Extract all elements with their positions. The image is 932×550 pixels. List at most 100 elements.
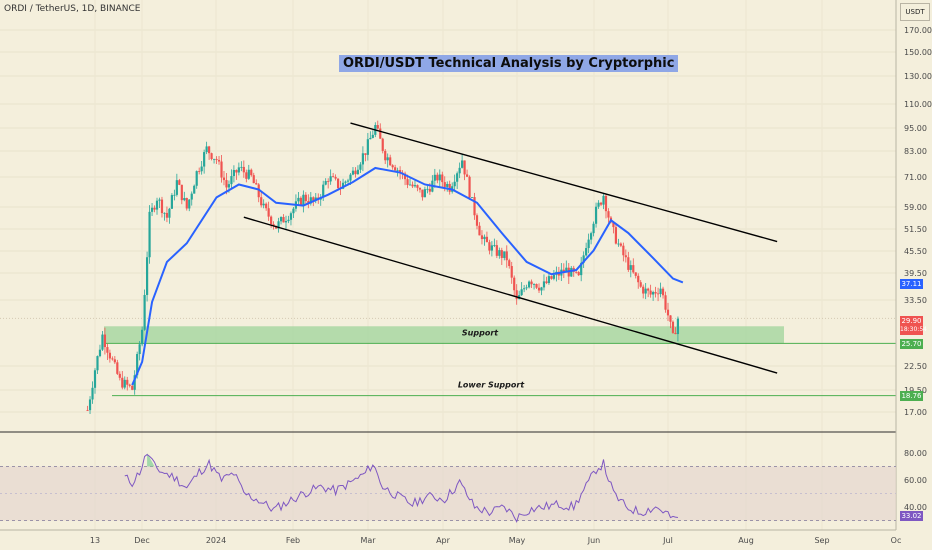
price-tick-label: 110.00	[904, 100, 932, 109]
candle	[165, 206, 169, 223]
candle-body	[676, 318, 680, 335]
candle-body	[545, 281, 548, 284]
candle-body	[252, 175, 255, 184]
candle	[490, 241, 493, 257]
candle-body	[175, 180, 178, 195]
candle-body	[250, 169, 253, 176]
candle	[590, 231, 593, 245]
candle-body	[227, 184, 231, 188]
candle-body	[570, 267, 573, 277]
candle	[647, 287, 650, 298]
candle-body	[527, 281, 531, 288]
candle-body	[619, 243, 622, 246]
price-tick-label: 150.00	[904, 48, 932, 57]
candle-body	[364, 153, 367, 155]
candle-body	[225, 180, 228, 188]
price-tick-label: 19.50	[904, 386, 927, 395]
candle	[138, 341, 141, 361]
candle-body	[148, 211, 151, 258]
candle-body	[346, 180, 350, 182]
rsi-axis[interactable]: 80.00 60.00 40.00	[904, 449, 927, 512]
candle-body	[463, 160, 466, 175]
candle	[599, 201, 603, 206]
candle-body	[652, 292, 655, 295]
candle-body	[580, 262, 583, 276]
candle-body	[98, 349, 102, 357]
candle-body	[145, 257, 149, 295]
lower-support-label: Lower Support	[458, 381, 525, 390]
rsi-tick-label: 60.00	[904, 476, 927, 485]
candle	[426, 185, 429, 194]
candle-body	[93, 370, 97, 388]
candle-body	[91, 387, 94, 400]
candle-body	[592, 223, 595, 234]
candle-body	[664, 295, 667, 310]
candle	[262, 199, 265, 209]
candle-body	[376, 125, 379, 129]
candle-body	[426, 188, 429, 190]
price-axis[interactable]: 170.00 150.00 130.00 110.00 95.00 83.00 71.00 5…	[904, 26, 932, 417]
price-tick-label: 51.50	[904, 225, 927, 234]
candle-body	[547, 276, 551, 284]
candle-body	[108, 352, 111, 359]
candle	[86, 405, 89, 412]
candle	[500, 247, 503, 265]
candle-body	[490, 245, 493, 251]
candle	[240, 161, 243, 172]
candle	[674, 327, 677, 335]
currency-unit-button[interactable]: USDT	[900, 3, 930, 21]
candle-body	[629, 265, 632, 270]
candle-body	[284, 221, 288, 223]
candle	[282, 214, 285, 223]
candle-body	[523, 288, 526, 290]
time-axis[interactable]: 13 Dec 2024 Feb Mar Apr May Jun Jul Aug Sep Oc	[90, 536, 901, 545]
candle-body	[222, 177, 226, 181]
candle-body	[525, 287, 528, 289]
candle-body	[458, 167, 461, 174]
candle-body	[421, 189, 424, 198]
candle	[582, 251, 585, 268]
time-tick-label: Sep	[814, 536, 829, 545]
candle-body	[612, 222, 615, 228]
candle-body	[180, 184, 183, 201]
candle	[205, 141, 208, 155]
candle	[103, 327, 107, 355]
rsi-tick-label: 40.00	[904, 503, 927, 512]
candles	[86, 120, 680, 414]
candle	[503, 251, 506, 261]
candle	[324, 178, 327, 186]
candle	[520, 282, 523, 296]
candle-body	[624, 255, 627, 258]
channel-upper-line[interactable]	[350, 122, 778, 243]
candle-body	[267, 208, 270, 217]
candle-body	[649, 290, 652, 295]
candle-body	[163, 212, 166, 214]
candle-body	[396, 170, 399, 171]
candle	[155, 197, 159, 215]
price-tick-label: 130.00	[904, 72, 932, 81]
channel-lower-line[interactable]	[243, 216, 778, 374]
candle-body	[143, 294, 146, 330]
candle	[198, 167, 201, 175]
candle	[510, 261, 513, 284]
candle	[594, 202, 598, 228]
candle	[131, 385, 134, 391]
candle-body	[128, 384, 131, 386]
candle-body	[639, 282, 642, 287]
candle-body	[334, 176, 337, 179]
candle-body	[475, 215, 479, 226]
candle-body	[245, 172, 248, 179]
candle-body	[235, 169, 238, 173]
candle-body	[247, 169, 250, 179]
candle-body	[493, 245, 496, 246]
candle	[284, 215, 288, 229]
candle-body	[384, 150, 387, 161]
candle	[654, 286, 657, 298]
candle	[525, 284, 528, 291]
candle	[394, 164, 397, 172]
candle	[252, 172, 255, 184]
candle	[118, 371, 121, 381]
candle-body	[634, 272, 637, 276]
